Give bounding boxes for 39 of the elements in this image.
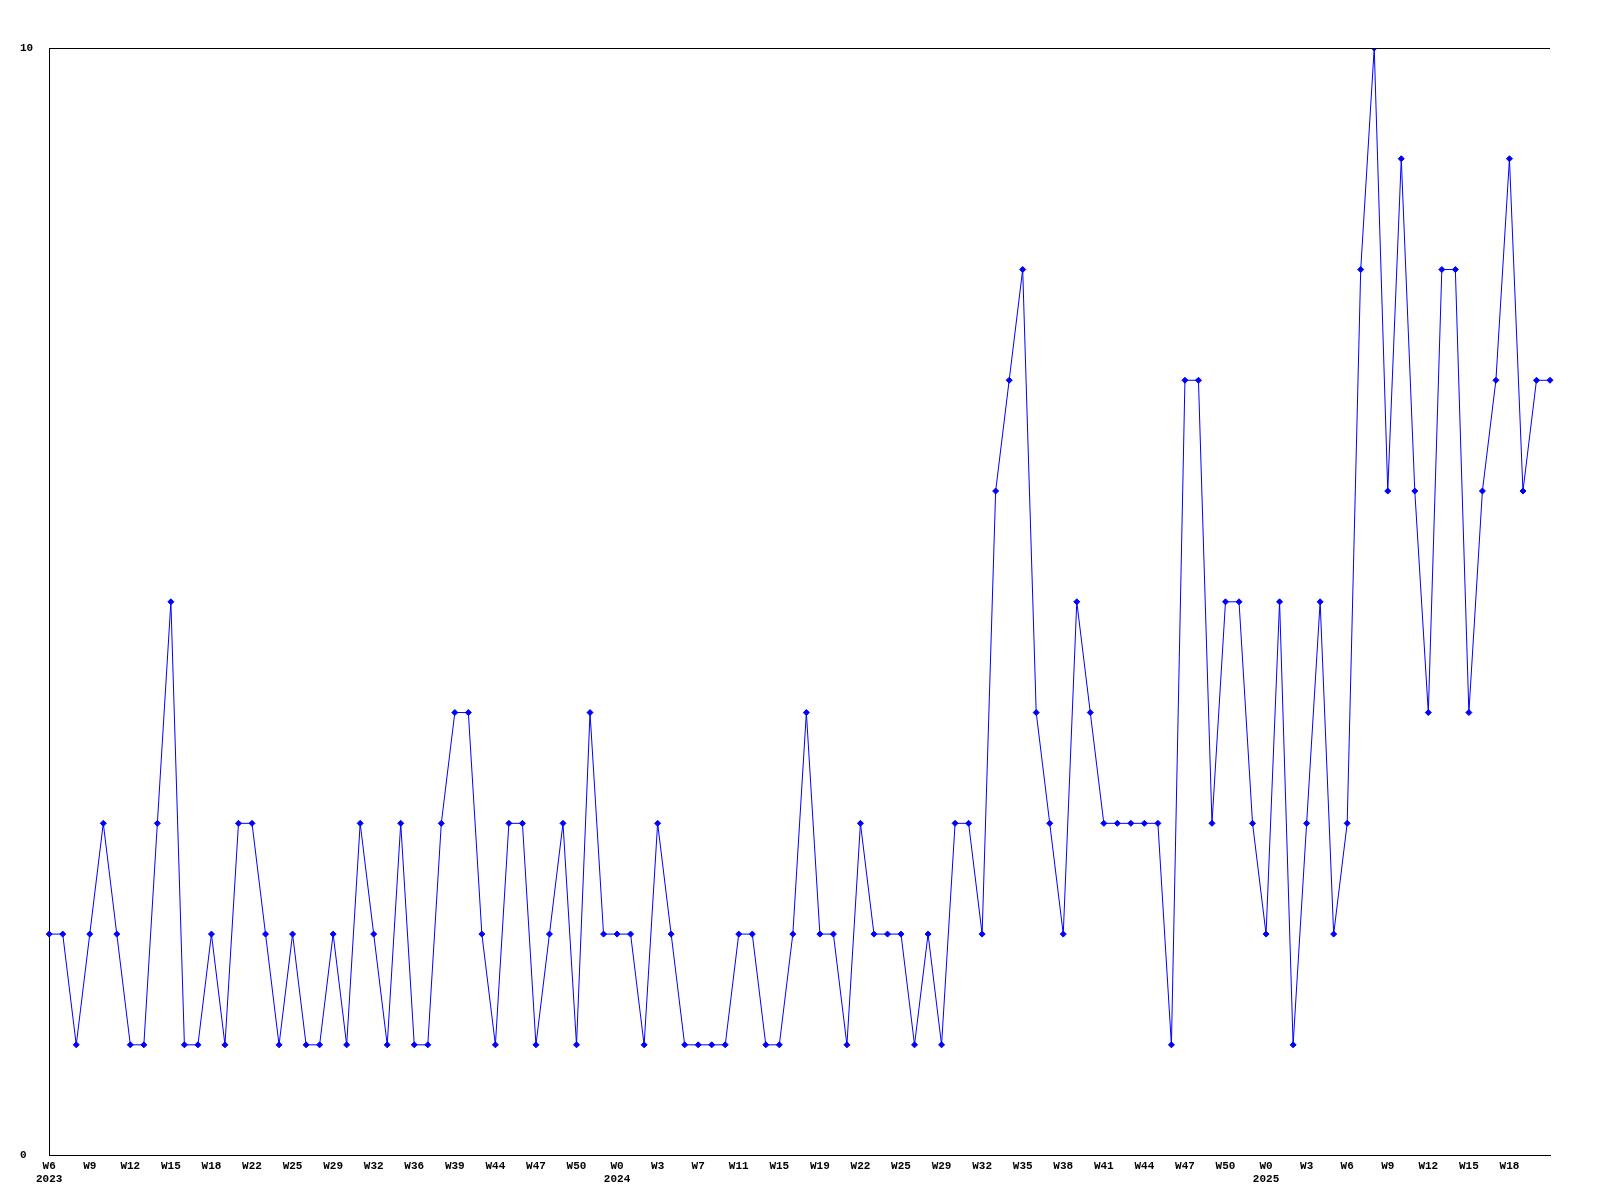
- x-tick-label: W19: [809, 1159, 830, 1172]
- x-tick-label: W29: [323, 1159, 344, 1172]
- x-tick-label: W0 2025: [1252, 1159, 1280, 1186]
- x-tick-label: W12: [1418, 1159, 1439, 1172]
- x-tick-label: W22: [850, 1159, 871, 1172]
- x-tick-label: W6: [1340, 1159, 1354, 1172]
- x-tick-label: W35: [1012, 1159, 1033, 1172]
- x-tick-label: W44: [1134, 1159, 1155, 1172]
- x-tick-label: W29: [931, 1159, 952, 1172]
- x-tick-label: W50: [1215, 1159, 1236, 1172]
- x-tick-label: W9: [1381, 1159, 1395, 1172]
- x-tick-label: W3: [1300, 1159, 1314, 1172]
- x-tick-label: W38: [1053, 1159, 1074, 1172]
- y-tick-label: 10: [20, 41, 34, 54]
- x-tick-label: W32: [972, 1159, 993, 1172]
- x-tick-label: W47: [1175, 1159, 1195, 1172]
- x-tick-label: W32: [363, 1159, 384, 1172]
- x-tick-label: W36: [404, 1159, 425, 1172]
- x-tick-label: W47: [526, 1159, 546, 1172]
- x-tick-label: W7: [691, 1159, 705, 1172]
- x-tick-label: W15: [160, 1159, 182, 1172]
- x-tick-label: W22: [242, 1159, 262, 1172]
- x-tick-label: W41: [1093, 1159, 1115, 1172]
- x-tick-label: W3: [651, 1159, 665, 1172]
- x-tick-label: W9: [83, 1159, 97, 1172]
- x-tick-label: W15: [1458, 1159, 1480, 1172]
- x-tick-label: W15: [769, 1159, 790, 1172]
- x-tick-label: W25: [282, 1159, 303, 1172]
- x-tick-label: W6 2023: [36, 1159, 63, 1186]
- y-tick-label: 0: [20, 1149, 27, 1162]
- x-tick-label: W44: [485, 1159, 506, 1172]
- x-tick-label: W11: [728, 1159, 750, 1172]
- x-tick-label: W12: [120, 1159, 141, 1172]
- x-tick-label: W50: [566, 1159, 587, 1172]
- x-tick-label: W18: [201, 1159, 222, 1172]
- x-tick-label: W18: [1499, 1159, 1520, 1172]
- x-tick-label: W0 2024: [603, 1159, 631, 1186]
- x-tick-label: W39: [444, 1159, 465, 1172]
- x-tick-label: W25: [891, 1159, 912, 1172]
